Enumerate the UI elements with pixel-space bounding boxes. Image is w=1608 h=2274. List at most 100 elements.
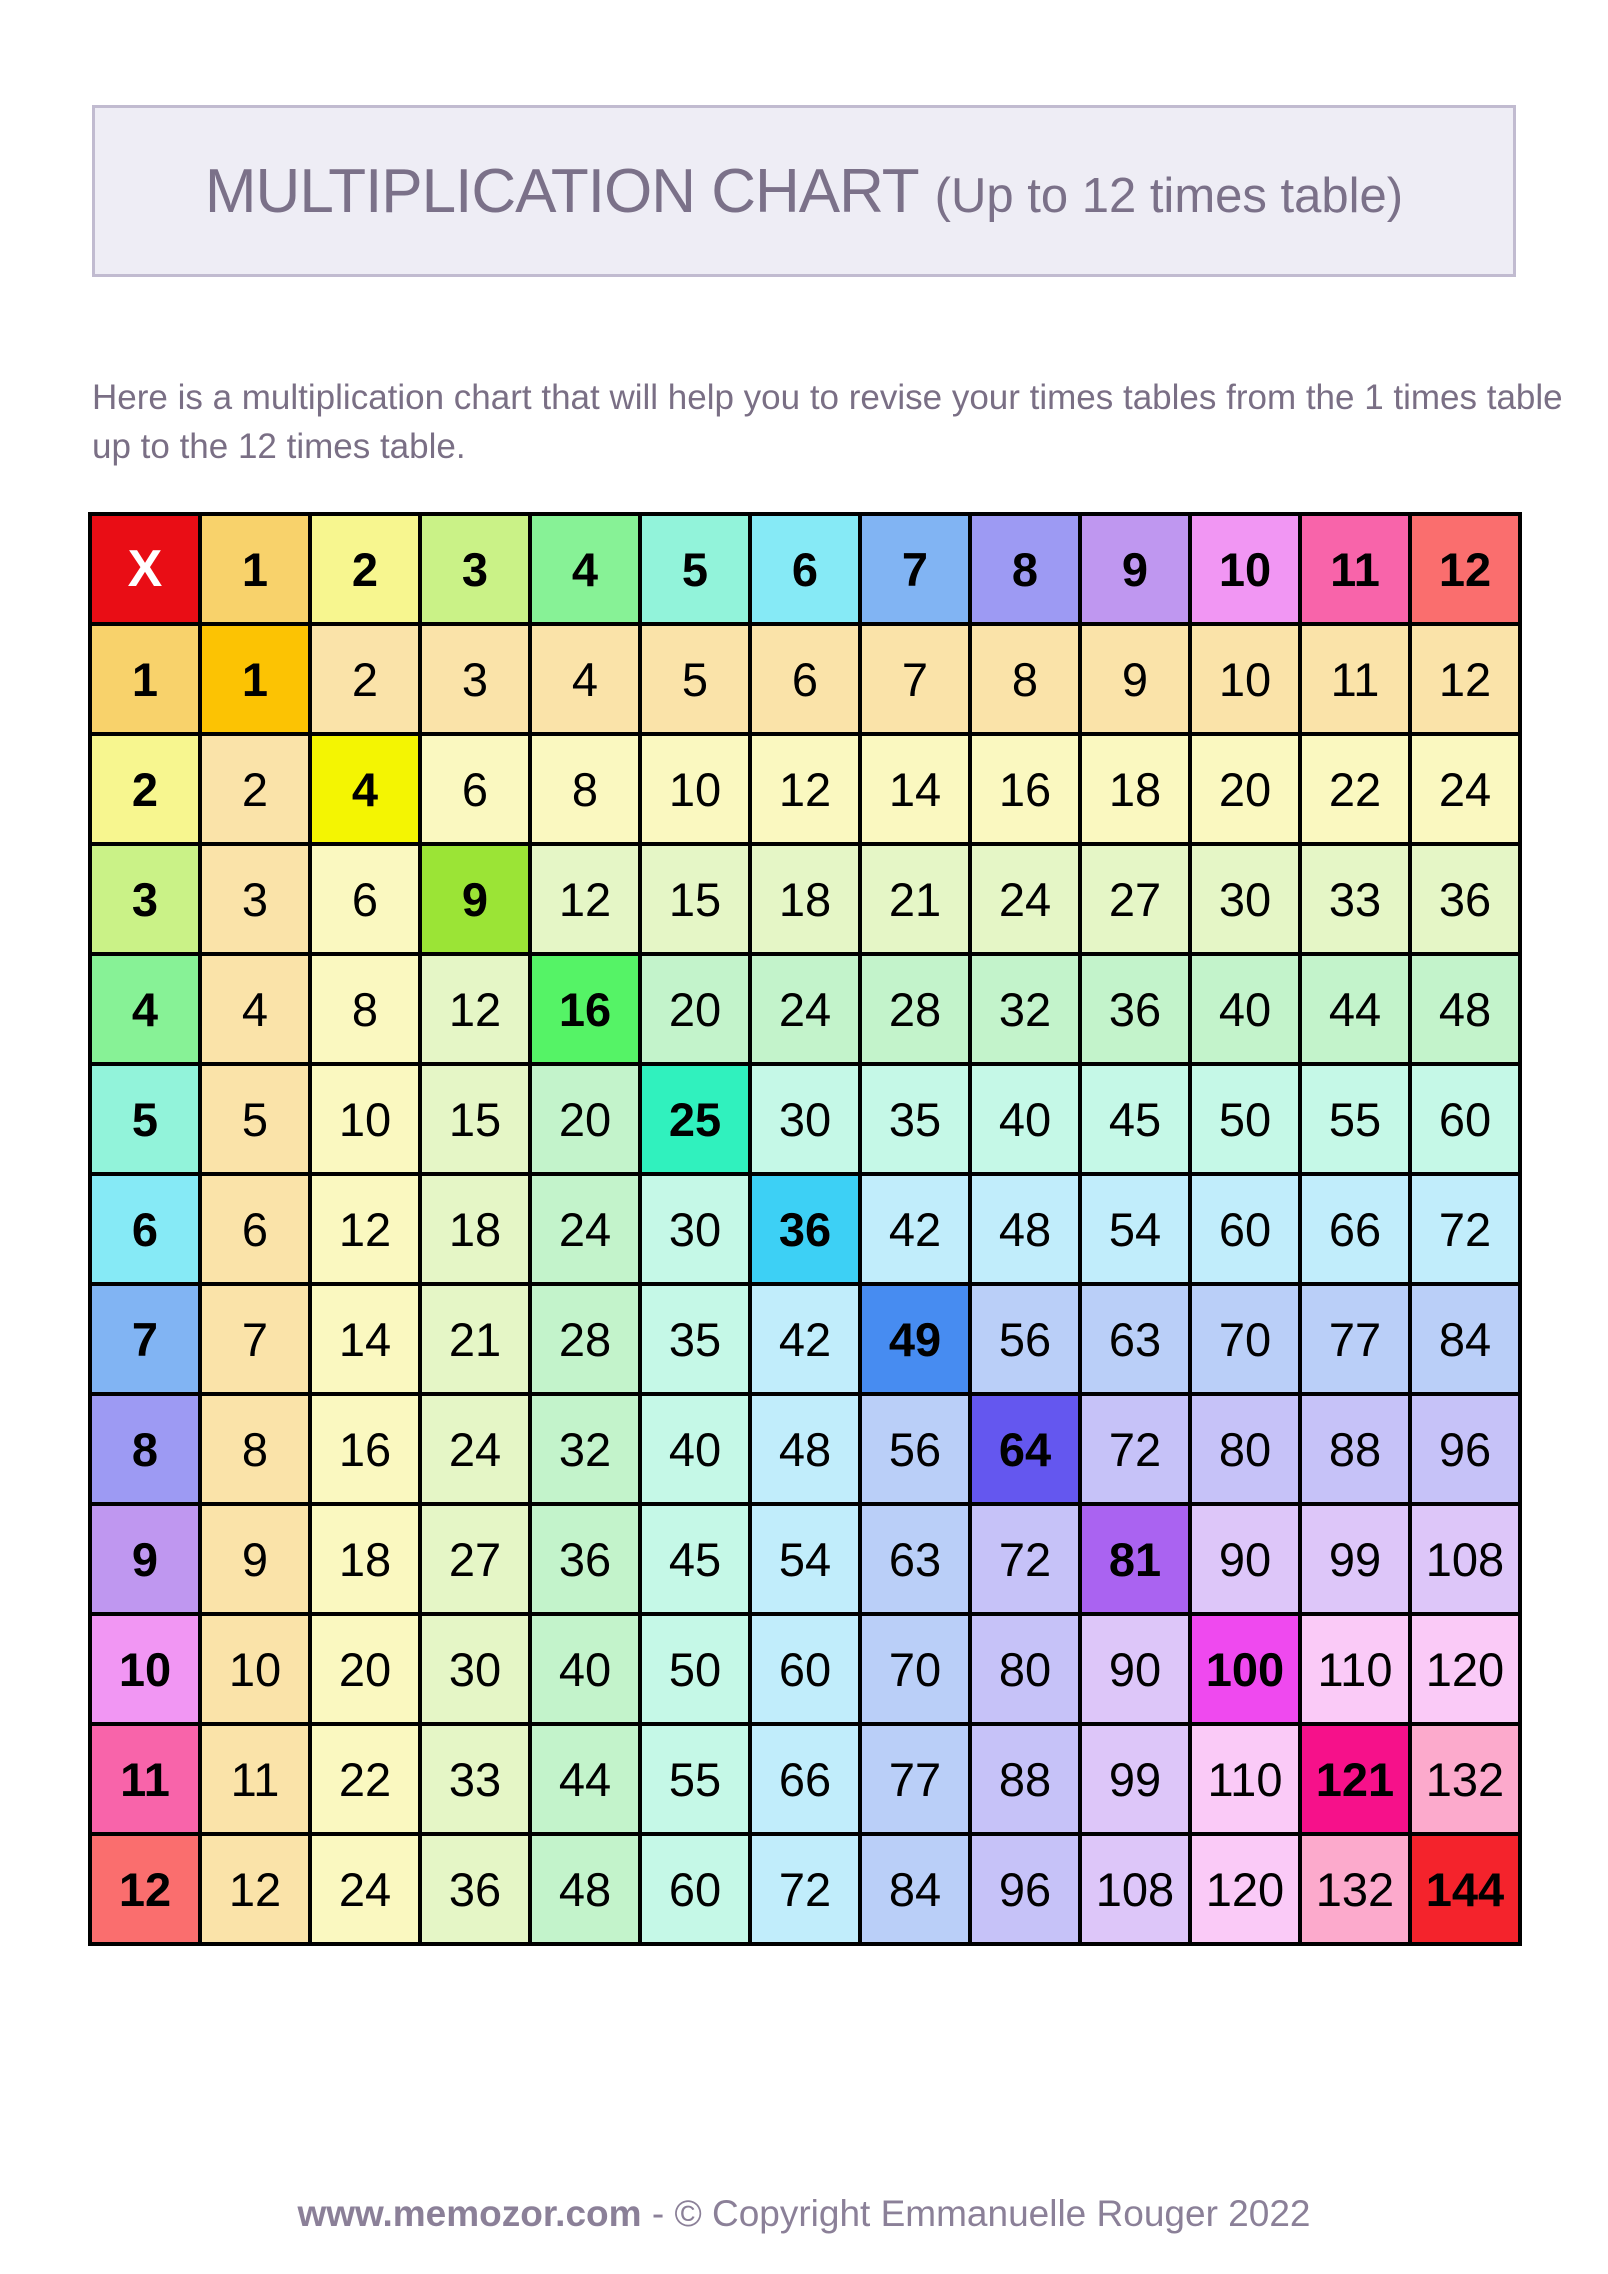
square-product-cell: 4	[312, 736, 418, 842]
page-title: MULTIPLICATION CHART (Up to 12 times tab…	[205, 156, 1403, 227]
product-cell: 2	[312, 626, 418, 732]
product-cell: 12	[422, 956, 528, 1062]
column-header-cell: 8	[972, 516, 1078, 622]
row-header-cell: 7	[92, 1286, 198, 1392]
product-cell: 15	[642, 846, 748, 952]
product-cell: 132	[1302, 1836, 1408, 1942]
product-cell: 36	[422, 1836, 528, 1942]
product-cell: 20	[642, 956, 748, 1062]
title-box: MULTIPLICATION CHART (Up to 12 times tab…	[92, 105, 1516, 277]
product-cell: 24	[972, 846, 1078, 952]
product-cell: 72	[1082, 1396, 1188, 1502]
product-cell: 18	[312, 1506, 418, 1612]
product-cell: 32	[972, 956, 1078, 1062]
column-header-cell: 5	[642, 516, 748, 622]
product-cell: 30	[1192, 846, 1298, 952]
product-cell: 77	[862, 1726, 968, 1832]
column-header-cell: 11	[1302, 516, 1408, 622]
product-cell: 18	[422, 1176, 528, 1282]
product-cell: 40	[532, 1616, 638, 1722]
product-cell: 10	[1192, 626, 1298, 732]
product-cell: 55	[1302, 1066, 1408, 1172]
product-cell: 7	[202, 1286, 308, 1392]
product-cell: 60	[1412, 1066, 1518, 1172]
product-cell: 80	[1192, 1396, 1298, 1502]
product-cell: 56	[972, 1286, 1078, 1392]
product-cell: 32	[532, 1396, 638, 1502]
square-product-cell: 25	[642, 1066, 748, 1172]
square-product-cell: 81	[1082, 1506, 1188, 1612]
product-cell: 63	[862, 1506, 968, 1612]
product-cell: 9	[1082, 626, 1188, 732]
product-cell: 42	[752, 1286, 858, 1392]
column-header-cell: 2	[312, 516, 418, 622]
product-cell: 8	[312, 956, 418, 1062]
square-product-cell: 36	[752, 1176, 858, 1282]
product-cell: 16	[312, 1396, 418, 1502]
column-header-cell: 10	[1192, 516, 1298, 622]
product-cell: 5	[202, 1066, 308, 1172]
square-product-cell: 16	[532, 956, 638, 1062]
product-cell: 14	[312, 1286, 418, 1392]
product-cell: 55	[642, 1726, 748, 1832]
description-text: Here is a multiplication chart that will…	[92, 378, 1563, 466]
column-header-cell: 7	[862, 516, 968, 622]
column-header-cell: 3	[422, 516, 528, 622]
row-header-cell: 2	[92, 736, 198, 842]
row-header-cell: 5	[92, 1066, 198, 1172]
row-header-cell: 3	[92, 846, 198, 952]
product-cell: 54	[752, 1506, 858, 1612]
product-cell: 50	[1192, 1066, 1298, 1172]
product-cell: 99	[1302, 1506, 1408, 1612]
product-cell: 6	[312, 846, 418, 952]
square-product-cell: 49	[862, 1286, 968, 1392]
product-cell: 7	[862, 626, 968, 732]
product-cell: 88	[972, 1726, 1078, 1832]
row-header-cell: 6	[92, 1176, 198, 1282]
column-header-cell: 9	[1082, 516, 1188, 622]
product-cell: 10	[202, 1616, 308, 1722]
product-cell: 70	[1192, 1286, 1298, 1392]
product-cell: 24	[532, 1176, 638, 1282]
column-header-cell: 6	[752, 516, 858, 622]
product-cell: 27	[1082, 846, 1188, 952]
product-cell: 36	[1082, 956, 1188, 1062]
product-cell: 40	[1192, 956, 1298, 1062]
product-cell: 12	[312, 1176, 418, 1282]
product-cell: 48	[532, 1836, 638, 1942]
product-cell: 3	[202, 846, 308, 952]
product-cell: 60	[1192, 1176, 1298, 1282]
product-cell: 96	[1412, 1396, 1518, 1502]
product-cell: 15	[422, 1066, 528, 1172]
row-header-cell: 9	[92, 1506, 198, 1612]
product-cell: 72	[1412, 1176, 1518, 1282]
product-cell: 20	[312, 1616, 418, 1722]
product-cell: 12	[202, 1836, 308, 1942]
footer: www.memozor.com - © Copyright Emmanuelle…	[0, 2193, 1608, 2235]
product-cell: 72	[752, 1836, 858, 1942]
square-product-cell: 9	[422, 846, 528, 952]
multiplication-table: X 1 2 3 4 5 6 7 8 9 10 11 12 1 1 2 3 4 5 6 7 8 9 10 11 12 2 2 4 6 8 10 1…	[88, 512, 1522, 1946]
footer-separator: -	[651, 2193, 665, 2234]
product-cell: 110	[1302, 1616, 1408, 1722]
product-cell: 42	[862, 1176, 968, 1282]
product-cell: 28	[532, 1286, 638, 1392]
row-header-cell: 11	[92, 1726, 198, 1832]
product-cell: 10	[312, 1066, 418, 1172]
footer-copyright: © Copyright Emmanuelle Rouger 2022	[674, 2193, 1311, 2234]
product-cell: 48	[1412, 956, 1518, 1062]
row-header-cell: 12	[92, 1836, 198, 1942]
product-cell: 20	[532, 1066, 638, 1172]
product-cell: 3	[422, 626, 528, 732]
product-cell: 11	[1302, 626, 1408, 732]
product-cell: 24	[422, 1396, 528, 1502]
product-cell: 8	[972, 626, 1078, 732]
product-cell: 50	[642, 1616, 748, 1722]
product-cell: 56	[862, 1396, 968, 1502]
product-cell: 24	[312, 1836, 418, 1942]
column-header-cell: 4	[532, 516, 638, 622]
product-cell: 2	[202, 736, 308, 842]
product-cell: 12	[752, 736, 858, 842]
square-product-cell: 64	[972, 1396, 1078, 1502]
